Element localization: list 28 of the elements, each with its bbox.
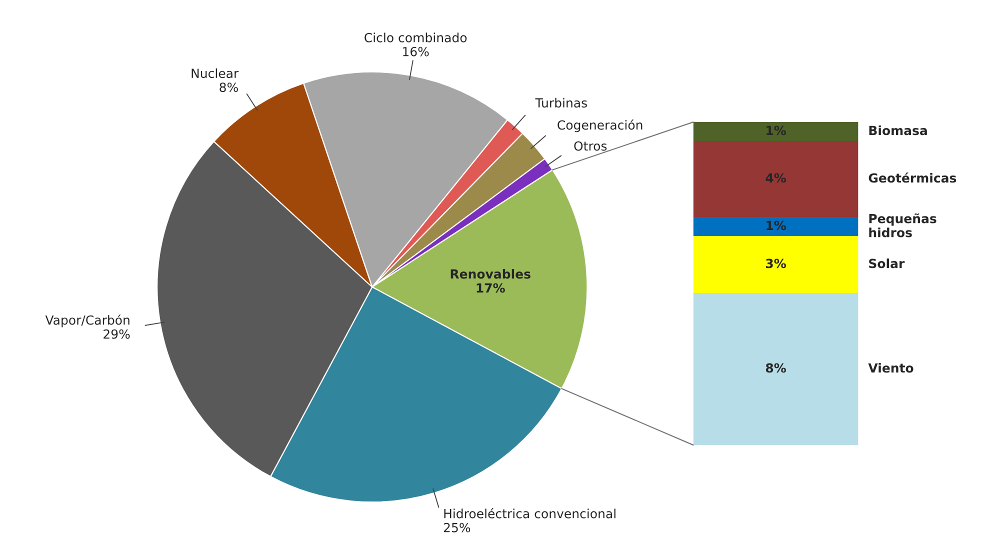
- bar: [693, 236, 858, 294]
- slice-label: Turbinas: [535, 98, 587, 108]
- data-label: 1%: [766, 220, 786, 230]
- slice-label: Otros: [574, 141, 607, 151]
- series-label: Biomasa: [869, 126, 927, 136]
- slice-label: Cogeneración: [558, 120, 642, 132]
- data-label: 3%: [766, 258, 786, 268]
- slice-label: Ciclo combinado: [364, 32, 467, 42]
- series-label: Solar: [869, 258, 905, 268]
- data-label: 8%: [220, 82, 238, 92]
- data-label: 4%: [766, 173, 786, 183]
- bar: [693, 141, 858, 218]
- data-label: 25%: [444, 522, 470, 532]
- data-label: 8%: [766, 363, 786, 373]
- slice-label: Hidroeléctrica convencional: [444, 508, 616, 518]
- bar: [693, 293, 858, 446]
- slice-label: Renovables: [450, 269, 530, 279]
- series-label: Geotérmicas: [868, 172, 956, 183]
- series-label: Pequeñas hidros: [869, 213, 936, 238]
- bar: [693, 122, 858, 142]
- data-label: 1%: [766, 126, 786, 136]
- slice-label: Nuclear: [192, 68, 239, 78]
- data-label: 17%: [476, 283, 505, 293]
- data-label: 29%: [104, 329, 130, 339]
- data-label: 16%: [403, 46, 429, 56]
- series-label: Viento: [868, 363, 914, 373]
- bar: [693, 217, 858, 236]
- slice-label: Vapor/Carbón: [45, 314, 130, 328]
